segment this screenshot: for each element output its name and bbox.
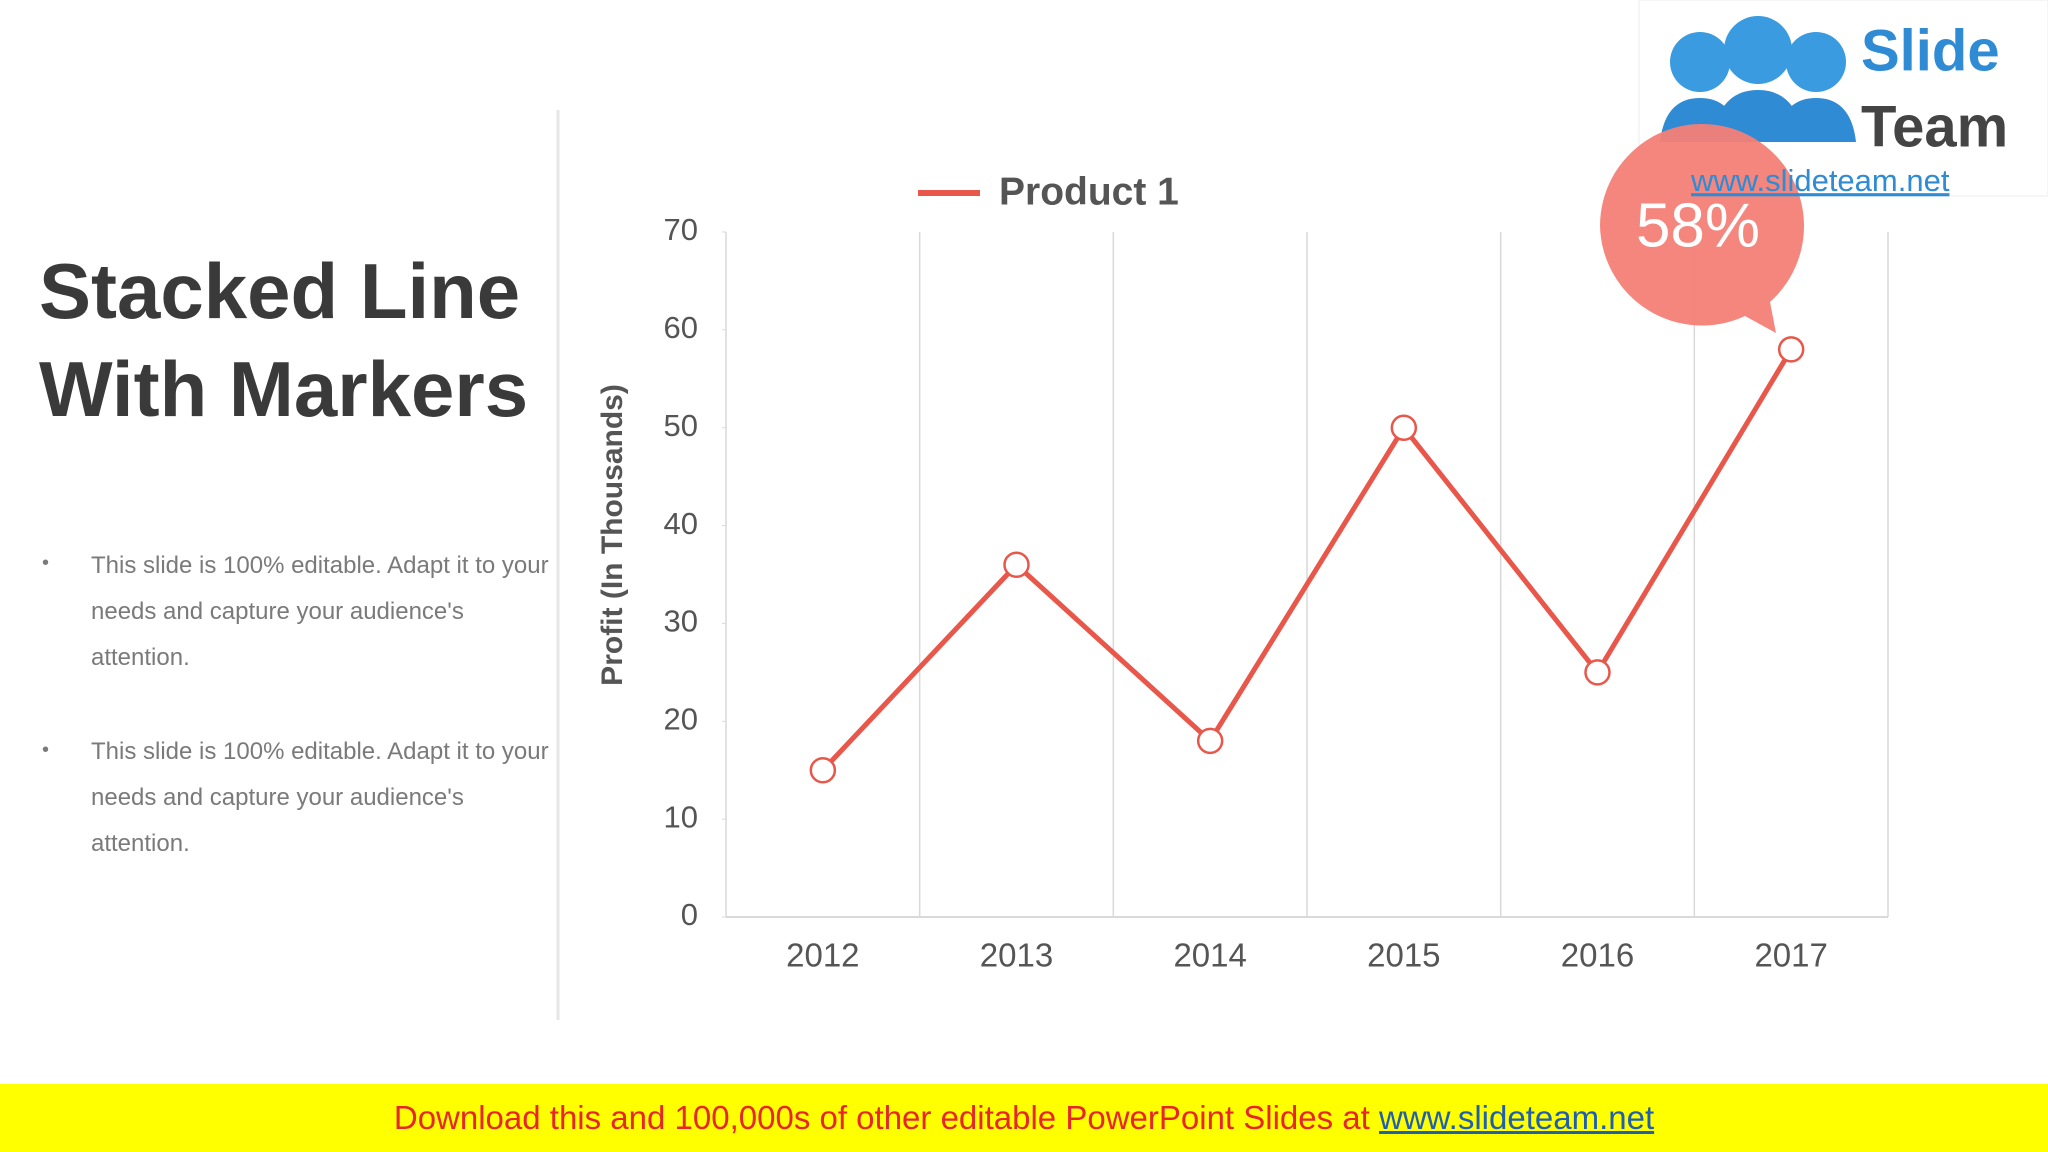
marker bbox=[809, 756, 837, 784]
marker bbox=[1390, 414, 1418, 441]
y-tick-label: 50 bbox=[664, 408, 698, 443]
x-tick-label: 2012 bbox=[786, 937, 859, 974]
legend-label: Product 1 bbox=[999, 170, 1179, 213]
y-tick-label: 20 bbox=[664, 701, 698, 736]
footer-text: Download this and 100,000s of other edit… bbox=[393, 1099, 1370, 1136]
logo-head bbox=[1786, 32, 1846, 92]
x-tick-label: 2016 bbox=[1561, 937, 1634, 974]
x-tick-label: 2013 bbox=[980, 937, 1053, 974]
logo-text: Team bbox=[1861, 94, 2008, 159]
footer-link[interactable]: www.slideteam.net bbox=[1379, 1099, 1655, 1136]
x-tick-label: 2015 bbox=[1367, 937, 1440, 974]
y-axis-label: Profit (In Thousands) bbox=[596, 384, 629, 686]
callout-label: 58% bbox=[1636, 191, 1760, 260]
logo-text: Slide bbox=[1861, 18, 2000, 83]
slide-title: With Markers bbox=[39, 345, 529, 433]
logo-head bbox=[1670, 32, 1730, 92]
callout-bubble bbox=[1600, 123, 1805, 333]
footer-banner: Download this and 100,000s of other edit… bbox=[0, 1084, 2048, 1152]
line bbox=[821, 348, 1794, 772]
x-tick-label: 2014 bbox=[1173, 937, 1246, 974]
marker bbox=[1777, 336, 1805, 363]
bullet-dot: • bbox=[42, 552, 50, 574]
marker bbox=[1196, 727, 1224, 755]
bullet-text: This slide is 100% editable. Adapt it to… bbox=[91, 738, 549, 857]
y-tick-label: 60 bbox=[664, 310, 698, 345]
bullet-text: This slide is 100% editable. Adapt it to… bbox=[91, 552, 549, 671]
chart: Slide Team 0 10 20 30 40 50 60 70 2012 2013 2014 20… bbox=[556, 0, 2048, 1020]
y-tick-label: 40 bbox=[664, 506, 698, 541]
x-tick-label: 2017 bbox=[1754, 937, 1827, 974]
y-tick-label: 0 bbox=[681, 897, 698, 932]
logo-body bbox=[1776, 98, 1856, 142]
slide-title: Stacked Line bbox=[39, 247, 521, 335]
logo-head bbox=[1724, 16, 1792, 84]
y-tick-label: 70 bbox=[664, 212, 698, 247]
y-tick-label: 30 bbox=[664, 604, 698, 639]
bullet-dot: • bbox=[42, 739, 50, 761]
marker bbox=[1584, 659, 1611, 686]
marker bbox=[1003, 551, 1030, 578]
y-tick-label: 10 bbox=[664, 799, 698, 834]
